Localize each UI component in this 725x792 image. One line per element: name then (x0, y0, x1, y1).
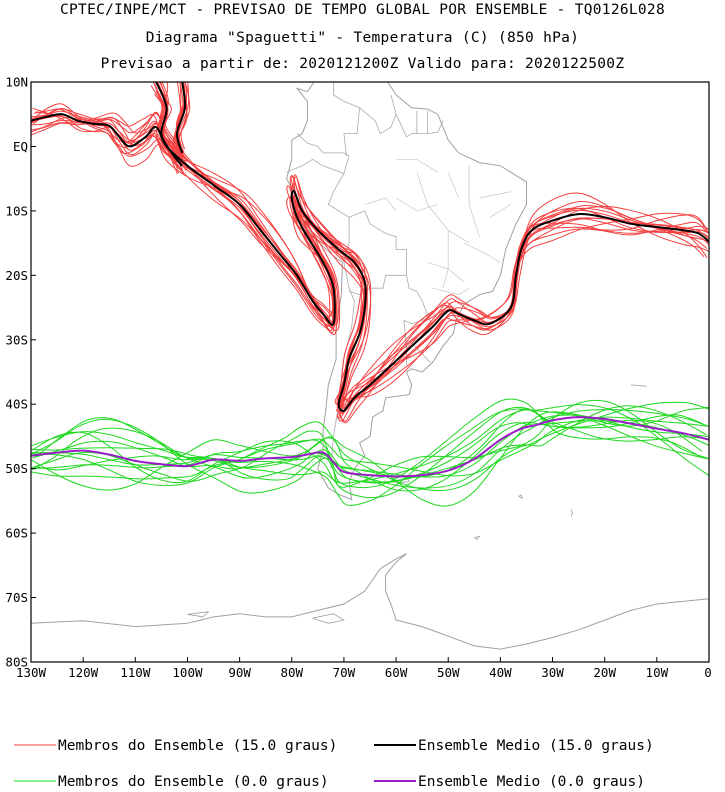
state-border (427, 262, 449, 289)
south-america-coastline (286, 82, 527, 501)
legend-label: Ensemble Medio (0.0 graus) (418, 774, 645, 790)
x-tick-label: 40W (489, 665, 512, 680)
ensemble-member-0-line (31, 401, 709, 492)
y-tick-label: 40S (5, 397, 28, 412)
country-border (348, 274, 407, 296)
x-tick-label: 110W (120, 665, 151, 680)
ensemble-member-0-line (31, 409, 709, 489)
x-tick-label: 20W (593, 665, 616, 680)
country-border (359, 94, 397, 135)
state-border (395, 197, 438, 212)
x-tick-label: 60W (385, 665, 408, 680)
country-border (395, 114, 444, 138)
ensemble-member-0-line (31, 399, 709, 488)
state-border (396, 158, 438, 173)
x-tick-label: 120W (68, 665, 99, 680)
state-border (364, 197, 397, 212)
ensemble-means-layer (31, 82, 709, 478)
ensemble-member-0-line (32, 420, 709, 483)
ensemble-mean-15-line (175, 82, 187, 154)
legend-label: Membros do Ensemble (15.0 graus) (58, 738, 337, 754)
ensemble-member-15-line (31, 117, 709, 405)
island-outline (187, 611, 210, 618)
ensemble-member-15-line (31, 113, 709, 410)
x-tick-label: 0 (704, 665, 712, 680)
x-tick-label: 50W (437, 665, 460, 680)
country-border (348, 210, 407, 276)
y-tick-label: 30S (5, 332, 28, 347)
x-tick-label: 80W (280, 665, 303, 680)
island-outline (518, 494, 524, 500)
x-tick-label: 130W (16, 665, 47, 680)
state-border (489, 204, 511, 218)
ensemble-member-15-line (32, 107, 708, 408)
legend-item: Membros do Ensemble (15.0 graus) (14, 738, 337, 754)
state-border (468, 165, 480, 237)
state-border (447, 172, 460, 199)
figure-title-line-2: Diagrama "Spaguetti" - Temperatura (C) (… (145, 30, 580, 46)
axes-layer: 130W 120W 110W 100W 90W 80W 70W 60W 50W 40W 30W 20W… (5, 75, 711, 681)
legend-item: Ensemble Medio (0.0 graus) (374, 774, 645, 790)
country-border (403, 275, 428, 325)
y-tick-label: 10N (5, 75, 28, 90)
ensemble-member-0-line (31, 398, 704, 494)
ensemble-member-15-line (33, 108, 708, 402)
island-outline (630, 384, 647, 387)
ensemble-mean-15-line (31, 113, 709, 412)
ensemble-member-15-line (31, 108, 709, 409)
island-outline (474, 535, 481, 541)
ensemble-mean-0-line (31, 416, 709, 478)
figure-title-line-1: CPTEC/INPE/MCT - PREVISAO DE TEMPO GLOBA… (60, 2, 665, 18)
country-border (411, 313, 434, 363)
country-border (296, 133, 350, 174)
y-tick-label: 60S (5, 526, 28, 541)
ensemble-member-15-line (175, 82, 186, 147)
x-tick-label: 90W (228, 665, 251, 680)
y-tick-label: 50S (5, 461, 28, 476)
island-outline (312, 613, 345, 624)
y-tick-label: 20S (5, 268, 28, 283)
x-tick-label: 30W (541, 665, 564, 680)
legend: Membros do Ensemble (15.0 graus) Ensemble… (14, 738, 654, 790)
ensemble-member-0-line (35, 404, 709, 506)
legend-label: Ensemble Medio (15.0 graus) (418, 738, 654, 754)
ensemble-member-15-line (31, 112, 709, 412)
x-tick-label: 70W (333, 665, 356, 680)
island-outline (678, 248, 680, 251)
figure-title-line-3: Previsao a partir de: 2020121200Z Valido… (100, 56, 625, 72)
y-tick-label: 70S (5, 590, 28, 605)
ensemble-member-0-line (36, 414, 704, 492)
y-tick-label: 10S (5, 203, 28, 218)
legend-item: Ensemble Medio (15.0 graus) (374, 738, 654, 754)
state-border (447, 230, 465, 283)
y-tick-label: 80S (5, 655, 28, 670)
ensemble-members-layer (31, 82, 709, 507)
antarctica-coastline (31, 553, 709, 650)
x-tick-label: 100W (172, 665, 203, 680)
ensemble-member-15-line (180, 85, 191, 150)
ensemble-member-0-line (31, 416, 709, 486)
map-layer (31, 82, 709, 650)
ensemble-member-15-line (31, 111, 709, 422)
ensemble-member-0-line (31, 406, 709, 507)
state-border (479, 191, 511, 199)
legend-label: Membros do Ensemble (0.0 graus) (58, 774, 329, 790)
ensemble-member-0-line (31, 406, 703, 499)
x-tick-label: 10W (646, 665, 669, 680)
country-border (333, 82, 361, 157)
state-border (432, 287, 470, 296)
state-border (416, 172, 470, 244)
plot-frame (30, 81, 710, 663)
state-border (463, 242, 501, 263)
ensemble-mean-15-line (155, 82, 183, 167)
y-tick-label: EQ (13, 139, 28, 154)
ensemble-member-15-line (152, 82, 182, 171)
legend-item: Membros do Ensemble (0.0 graus) (14, 774, 329, 790)
ensemble-member-15-line (35, 111, 705, 409)
island-outline (570, 509, 573, 517)
